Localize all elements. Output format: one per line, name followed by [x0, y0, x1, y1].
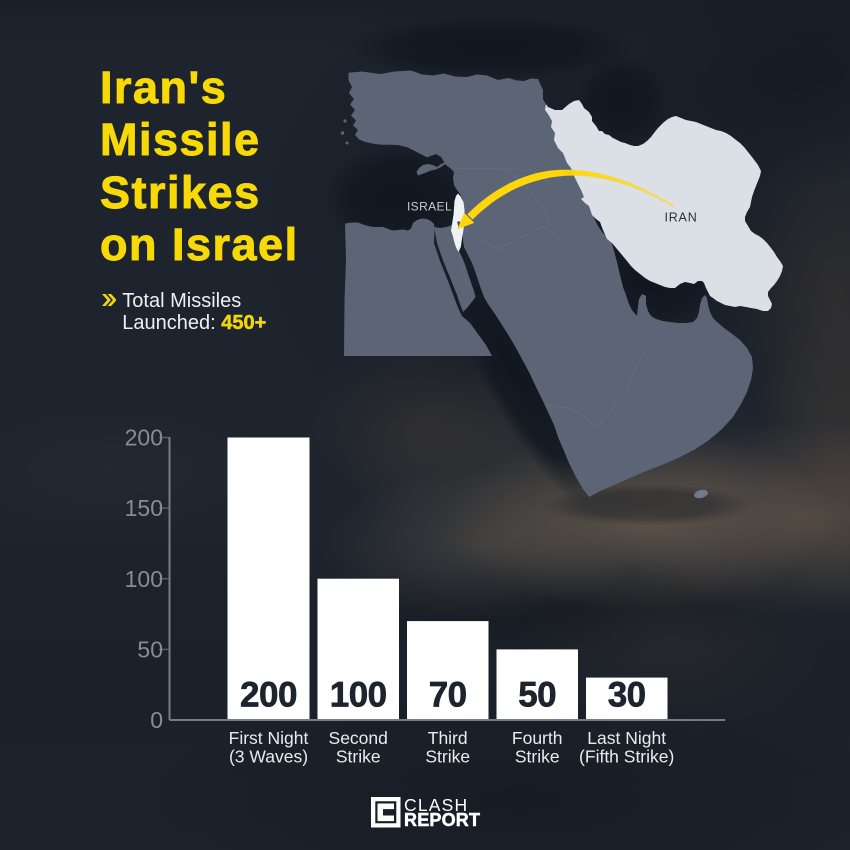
svg-text:CLASH: CLASH	[404, 795, 468, 815]
svg-text:200: 200	[125, 425, 163, 451]
svg-text:70: 70	[429, 676, 467, 715]
svg-text:Fourth: Fourth	[512, 728, 563, 748]
svg-text:IRAN: IRAN	[664, 211, 697, 225]
svg-text:Last Night: Last Night	[587, 728, 666, 748]
svg-text:Third: Third	[428, 728, 468, 748]
svg-text:REPORT: REPORT	[404, 810, 480, 830]
svg-text:50: 50	[518, 676, 556, 715]
svg-text:(Fifth Strike): (Fifth Strike)	[579, 747, 674, 767]
svg-text:ISRAEL: ISRAEL	[407, 200, 452, 214]
svg-text:Strike: Strike	[336, 747, 381, 767]
svg-text:Second: Second	[329, 728, 388, 748]
svg-text:150: 150	[125, 495, 163, 521]
svg-text:Strike: Strike	[425, 747, 470, 767]
svg-text:30: 30	[608, 676, 646, 715]
svg-text:Strike: Strike	[515, 747, 560, 767]
svg-text:First Night: First Night	[229, 728, 309, 748]
svg-text:100: 100	[125, 566, 163, 592]
svg-text:200: 200	[240, 676, 297, 715]
svg-text:50: 50	[137, 636, 163, 662]
svg-text:100: 100	[330, 676, 387, 715]
svg-text:0: 0	[150, 707, 163, 733]
svg-text:(3 Waves): (3 Waves)	[229, 747, 308, 767]
